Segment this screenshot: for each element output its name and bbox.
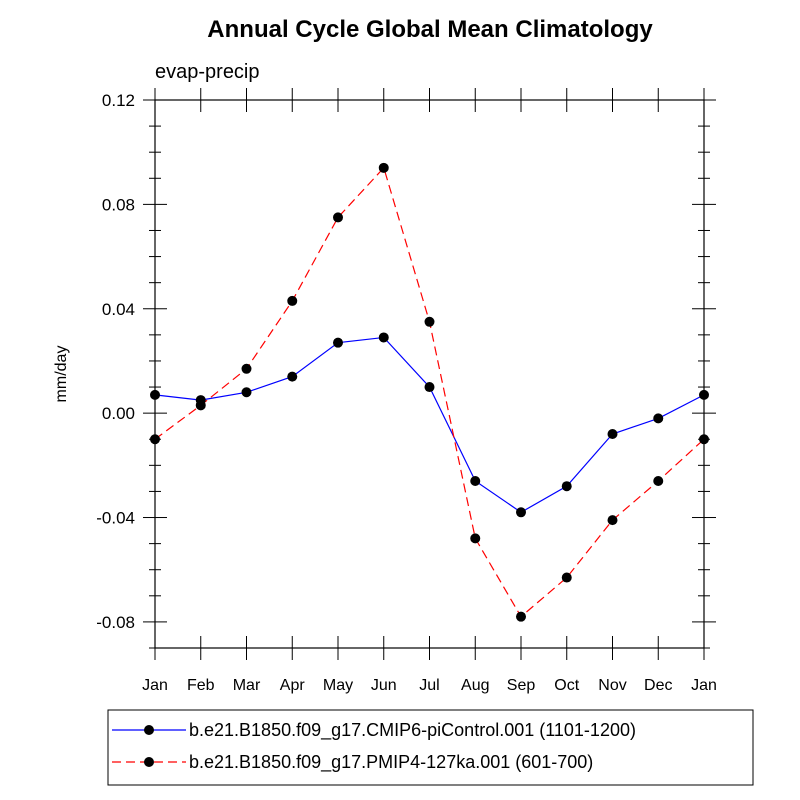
data-point-series-1 xyxy=(424,382,435,393)
data-point-series-1 xyxy=(699,389,709,400)
legend-marker-2 xyxy=(144,757,154,767)
data-point-series-2 xyxy=(378,162,389,173)
x-tick-label: Nov xyxy=(598,677,626,694)
legend: b.e21.B1850.f09_g17.CMIP6-piControl.001 … xyxy=(107,709,754,786)
data-point-series-2 xyxy=(470,533,481,544)
data-point-series-2 xyxy=(150,434,160,445)
x-tick-label: May xyxy=(323,677,353,694)
data-point-series-2 xyxy=(699,434,709,445)
y-tick-label: -0.08 xyxy=(96,613,135,632)
y-tick-label: 0.04 xyxy=(102,300,135,319)
x-tick-label: Apr xyxy=(280,677,306,694)
x-tick-label: Mar xyxy=(233,677,261,694)
series-line-1 xyxy=(154,336,705,514)
data-point-series-2 xyxy=(424,316,435,327)
x-tick-label: Jul xyxy=(419,677,439,694)
data-point-series-1 xyxy=(561,481,572,492)
data-point-series-2 xyxy=(333,212,343,223)
x-tick-label: Aug xyxy=(461,677,489,694)
x-tick-label: Dec xyxy=(644,677,672,694)
data-point-series-1 xyxy=(333,337,343,348)
series-line-2 xyxy=(154,166,705,618)
data-point-series-2 xyxy=(195,400,206,411)
data-point-series-1 xyxy=(516,507,526,518)
x-tick-label: Sep xyxy=(507,677,536,694)
axis-ticks xyxy=(143,88,716,660)
legend-label-1: b.e21.B1850.f09_g17.CMIP6-piControl.001 … xyxy=(189,720,636,741)
data-point-series-2 xyxy=(607,515,618,526)
x-tick-labels: Jan Feb Mar Apr May Jun Jul Aug Sep Oct Nov Dec Jan xyxy=(142,677,717,694)
data-point-series-2 xyxy=(287,295,298,306)
data-point-series-1 xyxy=(470,475,481,486)
x-tick-label: Oct xyxy=(554,677,579,694)
data-point-series-1 xyxy=(287,371,298,382)
legend-marker-1 xyxy=(144,725,154,735)
x-tick-label: Feb xyxy=(187,677,215,694)
y-axis-label: mm/day xyxy=(53,346,70,403)
data-point-series-2 xyxy=(561,572,572,583)
series-markers xyxy=(150,162,709,622)
legend-label-2: b.e21.B1850.f09_g17.PMIP4-127ka.001 (601… xyxy=(189,752,593,773)
plot-frame xyxy=(154,99,705,649)
y-tick-label: 0.00 xyxy=(102,404,135,423)
chart-subtitle: evap-precip xyxy=(155,61,260,83)
x-tick-label: Jun xyxy=(371,677,397,694)
chart-title: Annual Cycle Global Mean Climatology xyxy=(207,16,653,43)
series-lines xyxy=(154,166,705,618)
data-point-series-1 xyxy=(241,387,252,398)
data-point-series-2 xyxy=(653,475,664,486)
y-tick-labels: -0.08 -0.04 0.00 0.04 0.08 0.12 xyxy=(96,91,135,632)
data-point-series-2 xyxy=(241,363,252,374)
y-tick-label: -0.04 xyxy=(96,509,135,528)
data-point-series-1 xyxy=(150,389,160,400)
data-point-series-1 xyxy=(378,332,389,343)
data-point-series-1 xyxy=(607,429,618,440)
x-tick-label: Jan xyxy=(142,677,168,694)
data-point-series-1 xyxy=(653,413,664,424)
data-point-series-2 xyxy=(516,611,526,622)
x-tick-label: Jan xyxy=(691,677,717,694)
y-tick-label: 0.12 xyxy=(102,91,135,110)
y-tick-label: 0.08 xyxy=(102,195,135,214)
legend-box xyxy=(107,709,754,786)
